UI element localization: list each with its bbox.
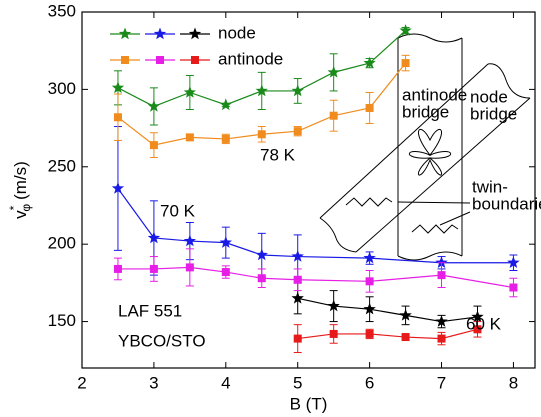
marker — [401, 59, 410, 68]
marker — [121, 56, 129, 64]
marker — [363, 302, 376, 315]
marker — [257, 274, 266, 283]
marker — [293, 127, 302, 136]
y-axis-label-part: v — [11, 210, 30, 219]
y-tick-label: 300 — [48, 79, 76, 98]
fit-line — [117, 266, 514, 289]
marker — [291, 250, 304, 262]
inset-label: twin- — [472, 177, 508, 196]
y-axis-label: v*φ (m/s) — [7, 161, 33, 219]
marker — [365, 277, 374, 286]
inset-diagram — [319, 33, 531, 261]
marker — [255, 84, 268, 97]
marker — [327, 299, 340, 312]
marker — [435, 256, 448, 268]
annotation: 70 K — [160, 201, 196, 220]
marker — [153, 27, 167, 40]
marker — [399, 308, 412, 321]
marker — [363, 56, 376, 69]
y-tick-label: 250 — [48, 156, 76, 175]
marker — [183, 234, 196, 247]
fit-line — [297, 297, 478, 323]
x-tick-label: 6 — [365, 373, 374, 392]
annotation: 78 K — [260, 145, 296, 164]
marker — [111, 182, 125, 194]
inset-label: bridge — [402, 102, 449, 121]
marker — [113, 113, 122, 122]
x-tick-label: 8 — [509, 373, 518, 392]
x-tick-label: 5 — [293, 373, 302, 392]
marker — [257, 130, 266, 139]
marker — [437, 334, 446, 343]
inset-label: boundaries — [472, 194, 541, 213]
legend-label: node — [218, 23, 256, 42]
marker — [437, 271, 446, 280]
marker — [219, 236, 232, 248]
marker — [149, 141, 158, 150]
marker — [291, 291, 304, 304]
marker — [399, 24, 412, 36]
fit-line — [297, 328, 478, 340]
y-axis-label-part: * — [7, 205, 21, 210]
annotation: 60 K — [466, 314, 502, 333]
marker — [293, 275, 302, 284]
marker — [156, 56, 164, 64]
marker — [365, 329, 374, 338]
annotation: LAF 551 — [118, 301, 182, 320]
marker — [473, 325, 482, 334]
inset-label: node — [470, 87, 508, 106]
marker — [185, 263, 194, 272]
y-tick-label: 150 — [48, 311, 76, 330]
marker — [293, 334, 302, 343]
inset-label: bridge — [470, 104, 517, 123]
marker — [149, 264, 158, 273]
marker — [509, 283, 518, 292]
marker — [118, 27, 132, 40]
marker — [221, 134, 230, 143]
marker — [191, 56, 199, 64]
marker — [221, 268, 230, 277]
marker — [147, 231, 161, 244]
x-tick-label: 3 — [149, 373, 158, 392]
marker — [185, 133, 194, 142]
marker — [147, 99, 161, 112]
marker — [471, 310, 484, 323]
marker — [363, 251, 376, 264]
marker — [255, 248, 268, 261]
marker — [329, 111, 338, 120]
y-axis-label-part: φ — [19, 204, 33, 212]
fit-line — [117, 188, 514, 264]
inset-label: antinode — [402, 85, 467, 104]
marker — [183, 86, 196, 98]
y-tick-label: 350 — [48, 1, 76, 20]
marker — [188, 27, 202, 40]
marker — [365, 103, 374, 112]
marker — [401, 333, 410, 342]
marker — [435, 315, 448, 327]
marker — [327, 65, 340, 78]
marker — [111, 81, 125, 94]
y-axis-label-part: (m/s) — [11, 161, 30, 200]
x-tick-label: 7 — [437, 373, 446, 392]
plot-frame — [81, 11, 536, 369]
annotation: YBCO/STO — [118, 331, 206, 350]
x-axis-label: B (T) — [290, 394, 328, 413]
x-tick-label: 2 — [77, 373, 86, 392]
marker — [113, 264, 122, 273]
marker — [219, 98, 232, 111]
marker — [507, 256, 520, 268]
marker — [291, 84, 304, 97]
y-tick-label: 200 — [48, 234, 76, 253]
marker — [329, 329, 338, 338]
legend-label: antinode — [218, 49, 283, 68]
x-tick-label: 4 — [221, 373, 230, 392]
